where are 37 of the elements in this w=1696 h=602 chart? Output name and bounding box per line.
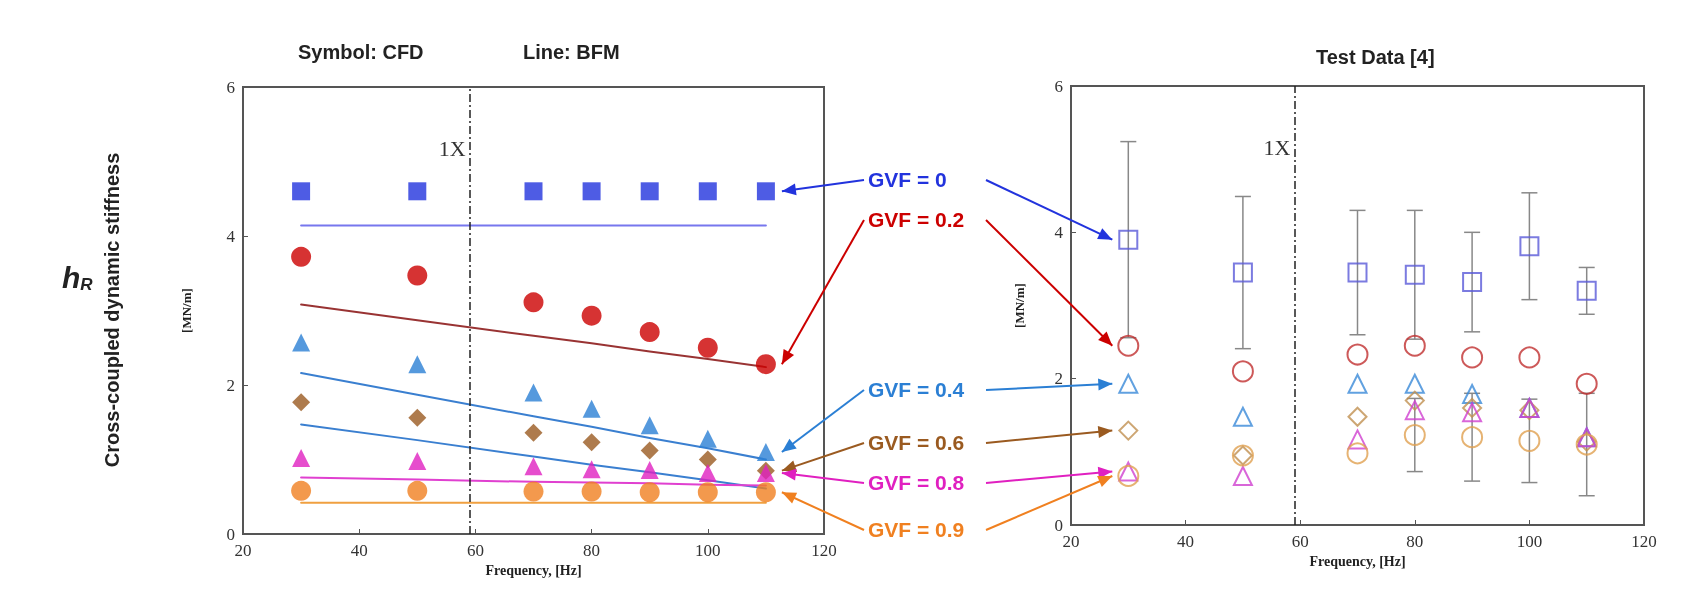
x-tick-label: 40 xyxy=(350,541,368,560)
y-tick-label: 6 xyxy=(226,77,235,97)
legend-label: GVF = 0.6 xyxy=(868,430,965,456)
x-axis-title: Frequency, [Hz] xyxy=(1309,554,1406,570)
y-tick-label: 2 xyxy=(226,375,235,395)
x-axis-title: Frequency, [Hz] xyxy=(485,563,582,579)
legend-label: GVF = 0 xyxy=(868,167,947,193)
y-axis-title: [MN/m] xyxy=(179,288,194,333)
y-tick-label: 6 xyxy=(1054,76,1063,96)
text: Symbol: CFD xyxy=(298,41,424,63)
y-axis-title: [MN/m] xyxy=(1012,283,1027,328)
text: GVF = 0.9 xyxy=(868,517,965,543)
x-tick-label: 20 xyxy=(234,541,252,560)
x-tick-label: 60 xyxy=(466,541,484,560)
x-tick-label: 120 xyxy=(811,541,837,560)
x-tick-label: 100 xyxy=(1516,532,1543,551)
x-tick-label: 80 xyxy=(1406,532,1424,551)
legend-label: GVF = 0.8 xyxy=(868,470,965,496)
ref-line-label: 1X xyxy=(1263,134,1291,160)
x-tick-label: 80 xyxy=(583,541,601,560)
text: hR xyxy=(62,261,94,294)
x-tick-label: 100 xyxy=(695,541,721,560)
x-tick-label: 40 xyxy=(1177,532,1195,551)
ref-line-label: 1X xyxy=(438,135,466,161)
y-tick-label: 0 xyxy=(1054,515,1063,535)
y-tick-label: 4 xyxy=(226,226,236,246)
y-tick-label: 0 xyxy=(226,524,235,544)
chart-title: Test Data [4] xyxy=(1316,46,1435,68)
text: GVF = 0.2 xyxy=(868,207,965,233)
x-tick-label: 60 xyxy=(1291,532,1309,551)
text: GVF = 0.4 xyxy=(868,377,965,403)
y-tick-label: 2 xyxy=(1054,369,1063,389)
text: Line: BFM xyxy=(523,41,620,63)
y-tick-label: 4 xyxy=(1054,222,1064,242)
x-tick-label: 20 xyxy=(1062,532,1080,551)
text: Cross-coupled dynamic stiffness xyxy=(101,152,123,468)
x-tick-label: 120 xyxy=(1631,532,1657,551)
